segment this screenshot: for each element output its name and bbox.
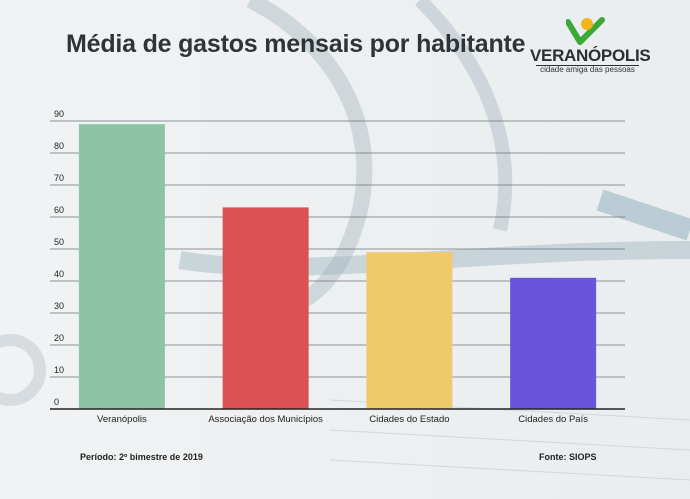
x-tick-label: Cidades do País [518, 414, 588, 425]
bar [510, 277, 597, 409]
y-tick-label: 70 [54, 173, 64, 183]
logo-tagline: cidade amiga das pessoas [540, 65, 635, 74]
y-tick-label: 50 [54, 237, 64, 247]
logo-check-sun-icon [566, 17, 605, 45]
logo-name: VERANÓPOLIS [530, 46, 651, 65]
x-tick-label: Veranópolis [97, 414, 147, 425]
x-tick-label: Cidades do Estado [369, 414, 449, 425]
y-tick-label: 10 [54, 365, 64, 375]
bar [366, 252, 453, 409]
chart-title: Média de gastos mensais por habitante [66, 30, 526, 58]
y-tick-label: 60 [54, 205, 64, 215]
y-tick-label: 40 [54, 269, 64, 279]
logo-divider [536, 65, 639, 66]
x-tick-label: Associação dos Municípios [208, 414, 323, 425]
footer-period: Período: 2º bimestre de 2019 [80, 452, 203, 462]
y-tick-label: 30 [54, 301, 64, 311]
bar [222, 207, 309, 409]
footer-source: Fonte: SIOPS [539, 452, 597, 462]
y-tick-label: 80 [54, 141, 64, 151]
y-tick-label: 0 [54, 397, 59, 407]
y-tick-label: 90 [54, 109, 64, 119]
y-tick-label: 20 [54, 333, 64, 343]
veranopolis-logo: VERANÓPOLIS cidade amiga das pessoas [530, 16, 651, 76]
bar [78, 124, 165, 409]
